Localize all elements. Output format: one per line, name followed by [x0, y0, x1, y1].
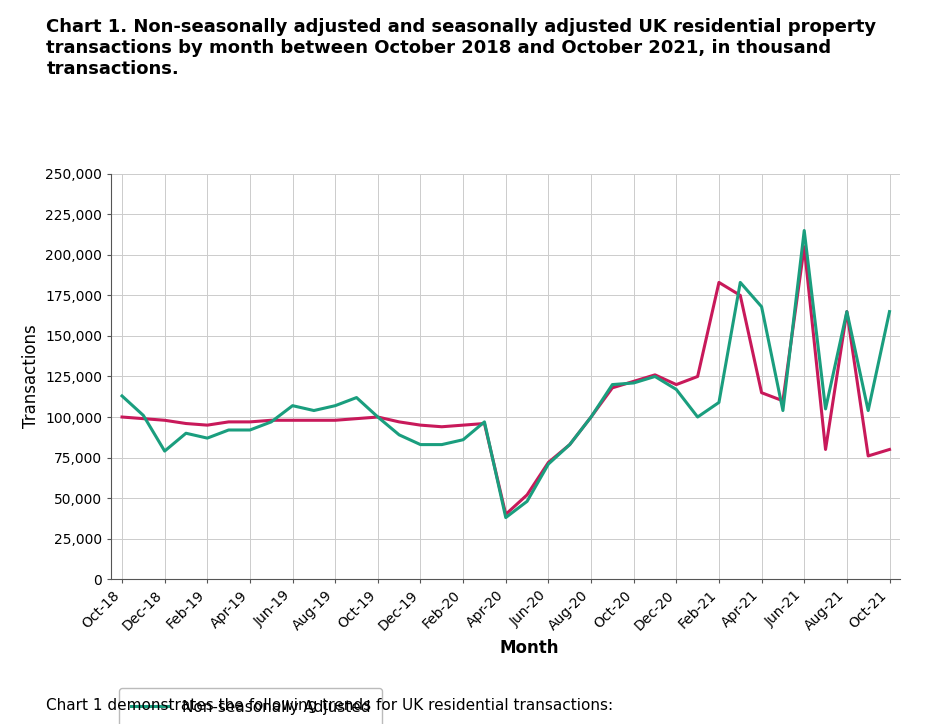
Non-seasonally Adjusted: [244, 426, 255, 434]
Seasonally Adjusted: [521, 491, 532, 500]
Seasonally Adjusted: [756, 388, 767, 397]
Non-seasonally Adjusted: [756, 303, 767, 311]
Non-seasonally Adjusted: [137, 411, 148, 420]
Seasonally Adjusted: [414, 421, 425, 429]
Seasonally Adjusted: [777, 397, 788, 405]
Non-seasonally Adjusted: [841, 307, 852, 316]
Seasonally Adjusted: [713, 278, 724, 287]
Seasonally Adjusted: [329, 416, 340, 424]
Legend: Non-seasonally Adjusted, Seasonally Adjusted: Non-seasonally Adjusted, Seasonally Adju…: [119, 689, 382, 724]
Seasonally Adjusted: [222, 418, 234, 426]
Non-seasonally Adjusted: [308, 406, 319, 415]
Seasonally Adjusted: [628, 377, 639, 386]
Seasonally Adjusted: [244, 418, 255, 426]
Seasonally Adjusted: [372, 413, 383, 421]
Non-seasonally Adjusted: [521, 497, 532, 505]
Seasonally Adjusted: [585, 413, 596, 421]
Seasonally Adjusted: [180, 419, 191, 428]
Non-seasonally Adjusted: [478, 418, 489, 426]
Seasonally Adjusted: [862, 452, 873, 460]
Seasonally Adjusted: [670, 380, 681, 389]
Seasonally Adjusted: [159, 416, 170, 424]
Non-seasonally Adjusted: [585, 413, 596, 421]
Non-seasonally Adjusted: [883, 307, 895, 316]
Seasonally Adjusted: [606, 384, 617, 392]
Non-seasonally Adjusted: [649, 372, 660, 381]
Text: Chart 1 demonstrates the following trends for UK residential transactions:: Chart 1 demonstrates the following trend…: [46, 698, 613, 713]
Non-seasonally Adjusted: [819, 405, 831, 413]
Non-seasonally Adjusted: [564, 440, 575, 449]
Text: Chart 1. Non-seasonally adjusted and seasonally adjusted UK residential property: Chart 1. Non-seasonally adjusted and sea…: [46, 18, 876, 77]
Seasonally Adjusted: [500, 510, 511, 518]
Non-seasonally Adjusted: [201, 434, 212, 442]
Non-seasonally Adjusted: [500, 513, 511, 522]
Seasonally Adjusted: [350, 414, 362, 423]
Seasonally Adjusted: [308, 416, 319, 424]
Non-seasonally Adjusted: [542, 460, 553, 468]
Non-seasonally Adjusted: [734, 278, 745, 287]
Seasonally Adjusted: [734, 291, 745, 300]
Non-seasonally Adjusted: [862, 406, 873, 415]
Seasonally Adjusted: [841, 307, 852, 316]
Non-seasonally Adjusted: [329, 401, 340, 410]
Seasonally Adjusted: [393, 418, 404, 426]
Seasonally Adjusted: [436, 422, 447, 431]
Seasonally Adjusted: [692, 372, 703, 381]
Non-seasonally Adjusted: [692, 413, 703, 421]
Non-seasonally Adjusted: [670, 385, 681, 394]
Non-seasonally Adjusted: [457, 435, 468, 444]
Line: Seasonally Adjusted: Seasonally Adjusted: [121, 247, 889, 514]
Non-seasonally Adjusted: [116, 392, 127, 400]
Non-seasonally Adjusted: [159, 447, 170, 455]
Non-seasonally Adjusted: [180, 429, 191, 437]
Non-seasonally Adjusted: [222, 426, 234, 434]
Seasonally Adjusted: [883, 445, 895, 454]
Seasonally Adjusted: [137, 414, 148, 423]
Non-seasonally Adjusted: [286, 401, 298, 410]
Non-seasonally Adjusted: [265, 418, 276, 426]
Seasonally Adjusted: [265, 416, 276, 424]
Non-seasonally Adjusted: [393, 431, 404, 439]
Non-seasonally Adjusted: [606, 380, 617, 389]
Non-seasonally Adjusted: [713, 398, 724, 407]
Non-seasonally Adjusted: [798, 226, 809, 235]
Seasonally Adjusted: [457, 421, 468, 429]
Non-seasonally Adjusted: [414, 440, 425, 449]
Seasonally Adjusted: [201, 421, 212, 429]
Seasonally Adjusted: [798, 243, 809, 251]
Seasonally Adjusted: [286, 416, 298, 424]
Seasonally Adjusted: [819, 445, 831, 454]
Non-seasonally Adjusted: [436, 440, 447, 449]
Text: Month: Month: [499, 639, 558, 657]
Non-seasonally Adjusted: [628, 379, 639, 387]
Seasonally Adjusted: [116, 413, 127, 421]
Non-seasonally Adjusted: [350, 393, 362, 402]
Seasonally Adjusted: [478, 419, 489, 428]
Seasonally Adjusted: [542, 458, 553, 467]
Line: Non-seasonally Adjusted: Non-seasonally Adjusted: [121, 230, 889, 518]
Non-seasonally Adjusted: [777, 406, 788, 415]
Y-axis label: Transactions: Transactions: [21, 324, 40, 429]
Seasonally Adjusted: [564, 440, 575, 449]
Seasonally Adjusted: [649, 371, 660, 379]
Non-seasonally Adjusted: [372, 413, 383, 421]
